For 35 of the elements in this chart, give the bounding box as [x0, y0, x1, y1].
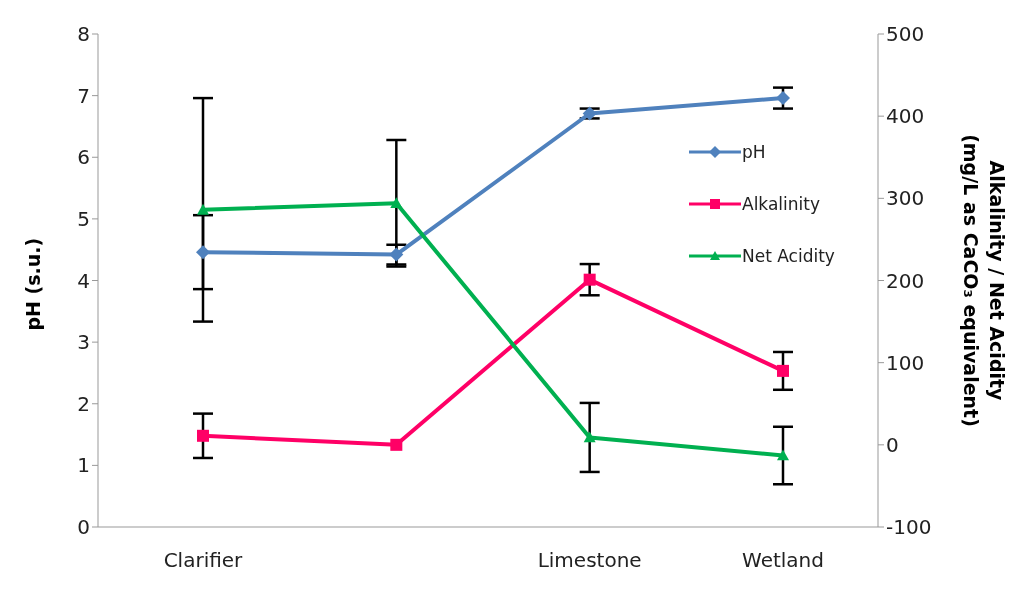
y-tick-label: 7	[77, 83, 90, 108]
y-tick-label: 1	[77, 453, 90, 478]
y2-tick-label: 100	[886, 350, 925, 375]
y-axis-title: pH (s.u.)	[21, 237, 44, 331]
point	[777, 364, 789, 377]
point	[197, 203, 209, 215]
legend-label: pH	[742, 142, 766, 162]
y2-axis-title: Alkalinity / Net Acidity (mg/L as CaCO₃ equivalent)	[960, 134, 1008, 427]
y-tick-label: 0	[77, 515, 90, 540]
x-tick-label: Wetland	[742, 548, 824, 573]
legend-label: Net Acidity	[742, 246, 835, 266]
y2-tick-label: 300	[886, 186, 925, 211]
point	[390, 438, 403, 451]
y2-tick-label: -100	[886, 515, 932, 540]
x-tick-label: Limestone	[537, 548, 642, 573]
legend-label: Alkalinity	[742, 194, 820, 214]
point	[583, 431, 596, 443]
y-tick-label: 5	[77, 206, 90, 231]
point	[583, 273, 596, 286]
point	[196, 245, 210, 260]
y-tick-label: 2	[77, 391, 90, 416]
y2-tick-label: 200	[886, 268, 925, 293]
y-tick-label: 4	[77, 268, 90, 293]
y2-tick-label: 500	[886, 22, 925, 47]
point	[777, 449, 789, 461]
y2-tick-label: 0	[886, 432, 899, 457]
y-tick-label: 3	[77, 330, 90, 355]
y-tick-label: 8	[77, 22, 90, 47]
point	[197, 429, 209, 442]
x-tick-label: Clarifier	[163, 548, 244, 573]
y-tick-label: 6	[77, 145, 90, 170]
point	[582, 106, 597, 121]
y2-tick-label: 400	[886, 104, 925, 129]
point	[776, 91, 790, 106]
point	[390, 197, 403, 209]
